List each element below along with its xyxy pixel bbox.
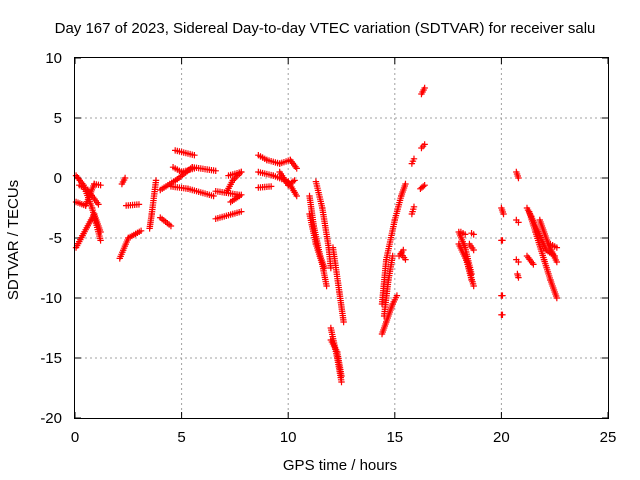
x-tick-label: 25 [600,429,617,446]
data-point-12 [191,152,198,159]
x-tick-labels: 0 5 10 15 20 25 [71,429,617,446]
data-point-40 [470,282,477,290]
data-point-32 [397,250,405,257]
y-tick-label: -10 [40,290,62,307]
data-point-2 [97,182,104,189]
data-point-9 [212,167,219,174]
data-point-19 [293,192,300,200]
data-point-36 [421,141,428,148]
x-tick-label: 15 [386,429,403,446]
y-tick-label: -15 [40,350,62,367]
plot-frame [74,57,609,419]
x-tick-label: 10 [280,429,297,446]
x-tick-label: 20 [493,429,510,446]
data-point-7 [152,177,160,184]
data-point-8 [167,222,175,230]
data-point-41 [470,246,477,254]
data-point-54 [530,261,537,268]
data-point-28 [393,292,401,299]
data-point-18 [293,165,300,172]
data-point-16 [238,168,245,176]
x-tick-label: 0 [71,429,79,446]
data-point-6 [135,201,143,208]
y-tick-label: 0 [54,170,62,187]
data-point-42 [461,231,469,238]
data-point-49 [515,219,522,226]
data-point-44 [500,210,507,218]
y-tick-label: -5 [49,230,62,247]
x-tick-label: 5 [177,429,185,446]
data-point-45 [499,237,506,244]
data-point-37 [421,182,428,189]
data-point-25 [340,318,347,326]
data-point-56 [553,244,561,251]
data-point-3 [95,201,102,208]
data-point-53 [553,294,561,302]
x-axis-label: GPS time / hours [283,457,397,474]
data-point-35 [421,84,428,92]
data-points [72,84,561,386]
data-point-37 [420,183,427,190]
y-axis-label: SDTVAR / TECUs [5,180,22,300]
data-point-33 [410,155,418,162]
data-point-1 [97,237,104,244]
data-point-5 [121,174,129,182]
data-point-29 [402,180,409,188]
data-point-43 [470,231,477,238]
data-point-34 [410,203,418,210]
y-tick-label: 10 [45,50,62,67]
data-point-48 [515,174,522,182]
data-point-51 [515,274,522,281]
data-point-27 [338,372,345,380]
data-point-47 [499,311,506,318]
data-point-17 [238,191,245,198]
y-tick-label: -20 [40,410,62,427]
data-point-26 [338,378,345,386]
data-point-30 [389,252,396,260]
data-point-46 [499,292,506,299]
data-point-50 [515,258,522,266]
data-point-31 [400,246,407,254]
data-point-23 [323,282,330,290]
data-point-11 [210,192,217,200]
y-tick-label: 5 [54,110,62,127]
chart-title: Day 167 of 2023, Sidereal Day-to-day VTE… [55,20,596,37]
data-point-55 [553,258,561,266]
data-point-10 [191,165,198,172]
data-point-20 [267,183,275,190]
data-point-21 [291,177,298,184]
y-tick-labels: -20 -15 -10 -5 0 5 10 [40,50,62,427]
data-point-13 [238,208,245,215]
data-point-4 [137,227,145,234]
